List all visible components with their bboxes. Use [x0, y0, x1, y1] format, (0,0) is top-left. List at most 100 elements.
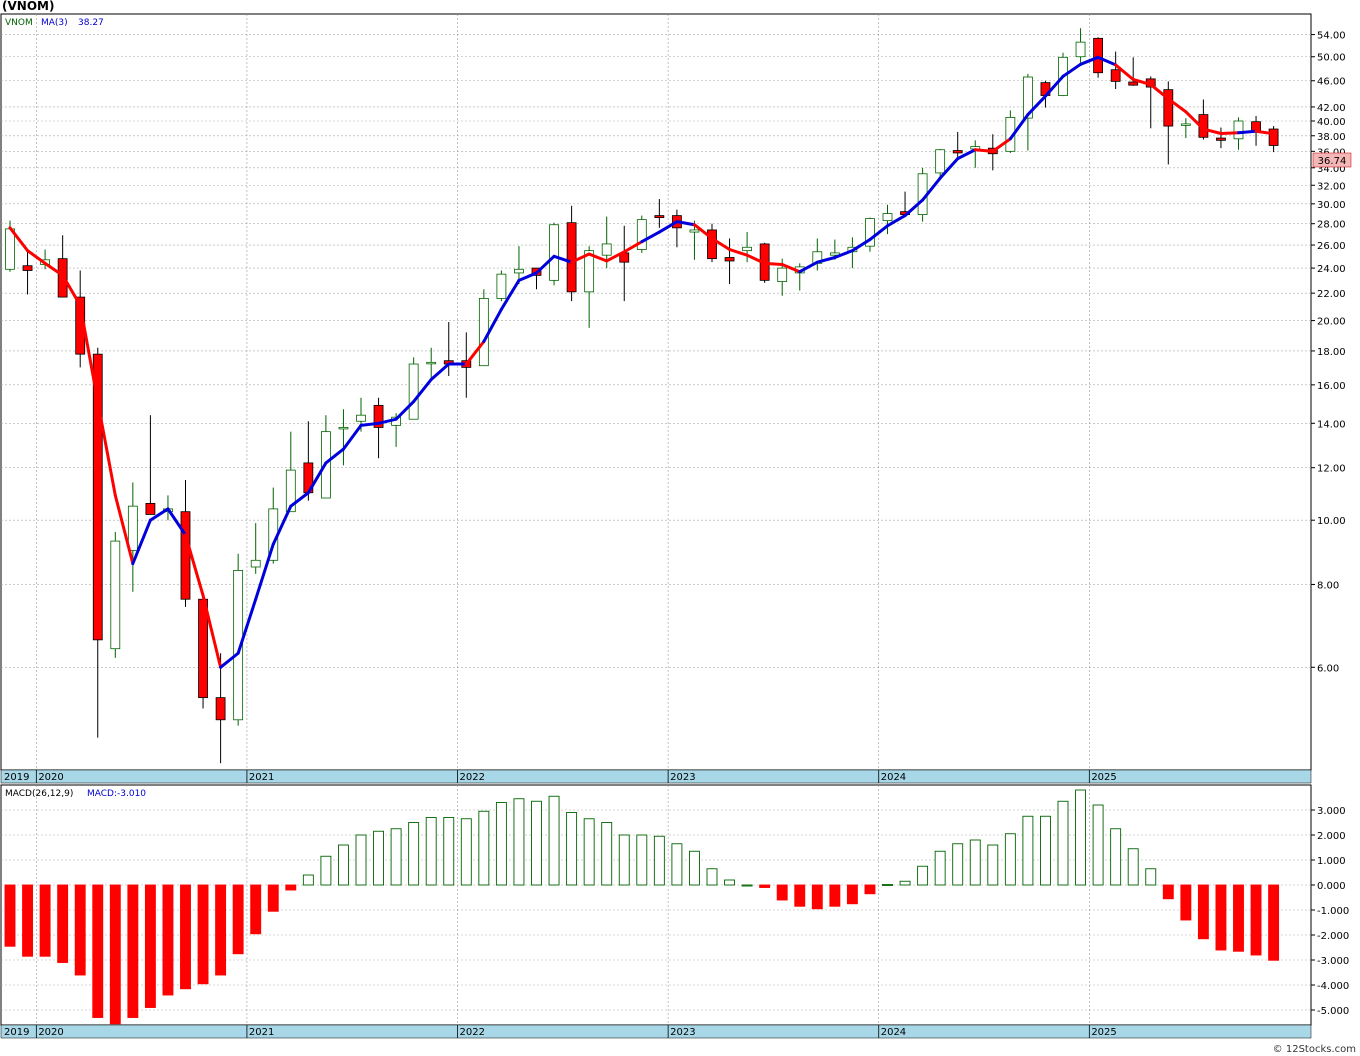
- macd-year-lines: [36, 785, 1090, 1025]
- ma3-segment: [341, 423, 363, 451]
- macd-bar-positive: [671, 843, 683, 886]
- price-tick-label: 16.00: [1317, 381, 1346, 392]
- macd-bar-positive: [1127, 848, 1139, 886]
- ma3-segment: [517, 271, 538, 282]
- ma3-segment: [1237, 129, 1258, 135]
- ma3-segment: [903, 198, 925, 218]
- macd-bar-positive: [724, 879, 735, 886]
- ma3-segment: [482, 307, 503, 343]
- candle-down: [373, 404, 384, 428]
- price-y-axis: 6.00 8.00 10.00 12.00 14.00 16.00 18.00 20.00 22…: [1311, 31, 1346, 674]
- price-tick-label: 32.00: [1317, 181, 1346, 192]
- candle-up: [882, 213, 893, 222]
- ma3-segment: [675, 220, 696, 227]
- legend-ma-label: MA(3): [41, 18, 68, 28]
- ma3-segment: [1149, 83, 1170, 101]
- macd-bar-negative: [267, 884, 279, 912]
- macd-bar-positive: [531, 800, 542, 886]
- legend-symbol: VNOM: [5, 18, 33, 28]
- ma3-segment: [1114, 63, 1135, 82]
- ma3-segment: [289, 491, 310, 508]
- ma3-segment: [763, 261, 784, 267]
- price-tick-label: 28.00: [1317, 220, 1346, 231]
- macd-bar-negative: [776, 884, 788, 901]
- candle-up: [584, 250, 595, 293]
- last-price-tag: [1312, 152, 1352, 168]
- candle-down: [724, 257, 735, 262]
- price-year-lines: [36, 14, 1090, 770]
- ma3-segment: [1043, 74, 1065, 98]
- candle-up: [514, 268, 524, 274]
- macd-tick-label: 1.000: [1317, 856, 1346, 867]
- candle-up: [285, 469, 296, 513]
- macd-x-axis: 2019 2020 2021 2022 2023 2024 2025: [4, 1025, 1117, 1038]
- macd-tick-label: 0.000: [1317, 881, 1346, 892]
- ma3-segment: [1219, 131, 1240, 136]
- ma3-segment: [113, 493, 135, 566]
- ma3-segment: [780, 263, 802, 274]
- macd-bar-positive: [1039, 815, 1051, 886]
- ma3-segment: [271, 504, 293, 546]
- macd-bar-positive: [495, 802, 507, 886]
- macd-bar-positive: [1057, 800, 1069, 886]
- price-tick-label: 20.00: [1317, 317, 1346, 328]
- ma3-segment: [166, 507, 187, 537]
- price-x-tick-label: 2024: [881, 772, 906, 783]
- price-tick-label: 24.00: [1317, 264, 1346, 275]
- candle-up: [110, 540, 121, 650]
- ma3-segment: [868, 224, 889, 242]
- price-x-tick-label: 2019: [4, 772, 29, 783]
- price-tick-label: 42.00: [1317, 103, 1346, 114]
- macd-bar-positive: [882, 884, 893, 886]
- macd-bar-positive: [969, 839, 981, 886]
- macd-bar-negative: [1180, 884, 1192, 921]
- ma3-segment: [377, 417, 398, 425]
- price-tick-label: 6.00: [1317, 663, 1339, 674]
- price-tick-label: 30.00: [1317, 200, 1346, 211]
- macd-bar-positive: [408, 822, 420, 886]
- legend-ma-value: 38.27: [78, 18, 104, 28]
- macd-bar-negative: [829, 884, 841, 907]
- macd-bar-positive: [618, 834, 630, 886]
- ma3-segment: [359, 421, 381, 427]
- macd-x-tick-label: 2022: [460, 1027, 485, 1038]
- candle-down: [22, 265, 33, 271]
- price-x-tick-label: 2022: [460, 772, 485, 783]
- macd-bar-negative: [127, 884, 139, 1018]
- candle-up: [338, 427, 349, 430]
- ma3-segment: [254, 542, 275, 601]
- ma3-segment: [131, 518, 152, 566]
- ma3-segment: [535, 254, 556, 275]
- candle-down: [952, 150, 963, 154]
- ma3-segment: [570, 252, 591, 264]
- macd-bar-positive: [583, 818, 595, 886]
- ma3-segment: [956, 148, 977, 161]
- candle-up: [478, 298, 489, 367]
- macd-bar-positive: [513, 798, 525, 886]
- macd-tick-label: -1.000: [1317, 906, 1349, 917]
- last-price-label: 36.74: [1318, 156, 1347, 167]
- candle-up: [127, 505, 138, 551]
- macd-bar-negative: [215, 884, 227, 976]
- candle-down: [215, 697, 226, 721]
- price-x-axis: 2019 2020 2021 2022 2023 2024 2025: [4, 770, 1117, 783]
- candle-down: [1268, 128, 1279, 146]
- macd-bar-negative: [180, 884, 191, 990]
- macd-bar-positive: [390, 828, 402, 886]
- ma3-segment: [43, 261, 65, 277]
- candle-up: [829, 252, 840, 256]
- ma3-segment: [1079, 55, 1100, 66]
- ma3-segment: [184, 533, 205, 597]
- candle-down: [92, 353, 103, 641]
- candle-up: [1233, 120, 1244, 140]
- ma3-segment: [991, 137, 1012, 153]
- macd-x-tick-label: 2024: [881, 1027, 906, 1038]
- ma3-segment: [640, 230, 661, 244]
- price-x-tick-label: 2023: [670, 772, 695, 783]
- macd-bar-negative: [162, 884, 174, 996]
- ma3-segment: [96, 400, 117, 497]
- macd-bar-positive: [917, 865, 929, 886]
- price-tick-label: 12.00: [1317, 464, 1346, 475]
- macd-bar-positive: [478, 810, 490, 886]
- candle-up: [601, 243, 612, 256]
